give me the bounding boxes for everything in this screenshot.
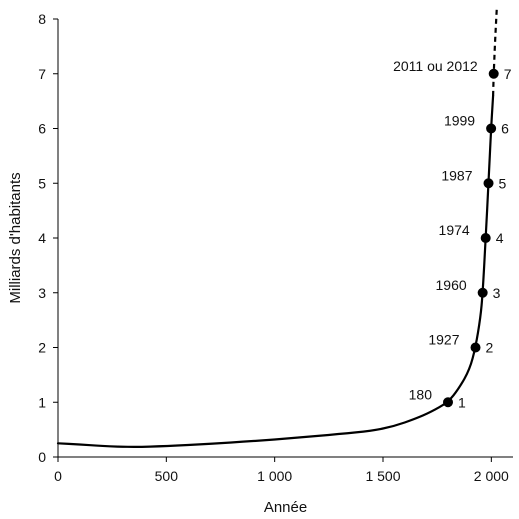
x-tick-label: 1 000 xyxy=(257,468,292,484)
x-tick-label: 2 000 xyxy=(474,468,509,484)
axes: 0 1 2 3 4 5 6 7 8 0 500 1 000 1 500 2 000 xyxy=(38,11,513,484)
x-tick-label: 0 xyxy=(54,468,62,484)
series-line-dashed xyxy=(492,8,498,96)
data-point xyxy=(488,68,499,79)
y-tick-label: 5 xyxy=(38,175,46,191)
y-tick-label: 8 xyxy=(38,11,46,27)
data-point xyxy=(477,287,488,298)
y-tick-label: 4 xyxy=(38,230,46,246)
points-layer: 180 1 1927 2 1960 3 1974 4 1987 5 1999 6 2011 ou 201… xyxy=(393,58,512,411)
point-year-label: 1999 xyxy=(444,113,475,129)
point-year-label: 1927 xyxy=(428,332,459,348)
point-year-label: 1974 xyxy=(439,222,470,238)
point-value-label: 6 xyxy=(501,121,509,137)
x-axis-title: Année xyxy=(264,499,307,516)
point-value-label: 3 xyxy=(493,285,501,301)
y-tick-label: 0 xyxy=(38,449,46,465)
point-value-label: 2 xyxy=(486,340,494,356)
data-point xyxy=(480,233,491,243)
y-axis-title: Milliards d'habitants xyxy=(7,172,24,303)
y-tick-label: 6 xyxy=(38,121,46,137)
point-year-label: 2011 ou 2012 xyxy=(393,58,478,74)
point-value-label: 1 xyxy=(458,394,466,410)
x-tick-label: 500 xyxy=(155,468,179,484)
data-point xyxy=(486,123,497,134)
point-value-label: 5 xyxy=(499,175,507,191)
data-point xyxy=(443,397,453,408)
y-tick-label: 2 xyxy=(38,340,46,356)
x-tick-label: 1 500 xyxy=(365,468,400,484)
point-value-label: 4 xyxy=(496,230,504,246)
point-year-label: 1987 xyxy=(441,167,472,183)
y-tick-label: 1 xyxy=(38,394,46,410)
data-point xyxy=(483,178,494,189)
point-year-label: 180 xyxy=(409,386,433,402)
series-layer xyxy=(56,8,498,448)
data-point xyxy=(470,342,481,353)
y-tick-label: 3 xyxy=(38,285,46,301)
point-year-label: 1960 xyxy=(436,277,467,293)
y-tick-label: 7 xyxy=(38,66,46,82)
point-value-label: 7 xyxy=(504,66,512,82)
